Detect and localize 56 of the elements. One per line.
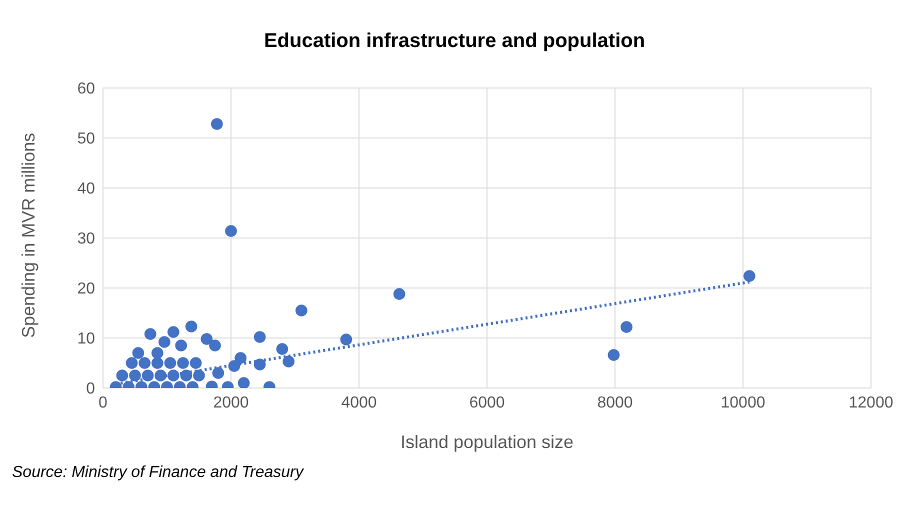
- point: [620, 321, 632, 333]
- point: [129, 370, 141, 382]
- y-tick-label: 20: [77, 280, 96, 298]
- point: [238, 377, 250, 388]
- point: [743, 270, 756, 282]
- point: [185, 320, 198, 332]
- point: [167, 370, 180, 382]
- point: [254, 358, 266, 370]
- source-note: Source: Ministry of Finance and Treasury: [11, 464, 305, 482]
- point: [225, 225, 237, 237]
- point: [608, 349, 620, 361]
- x-tick-label: 4000: [341, 394, 377, 412]
- x-tick-label: 2000: [213, 394, 249, 412]
- point: [116, 370, 128, 382]
- y-tick-label: 60: [77, 80, 96, 98]
- point: [209, 340, 221, 352]
- point: [142, 370, 154, 382]
- y-tick-label: 0: [86, 380, 96, 398]
- point: [228, 360, 240, 372]
- point: [177, 357, 189, 369]
- y-axis-title: Spending in MVR millions: [18, 132, 38, 338]
- point: [276, 343, 288, 355]
- point: [200, 333, 213, 345]
- x-tick-label: 0: [98, 394, 108, 412]
- x-tick-label: 10000: [720, 394, 766, 412]
- point: [234, 352, 247, 364]
- point: [138, 357, 151, 369]
- point: [340, 334, 352, 346]
- x-tick-label: 8000: [597, 394, 633, 412]
- x-tick-label: 6000: [469, 394, 505, 412]
- point: [193, 370, 205, 382]
- point: [254, 331, 266, 343]
- point: [144, 328, 156, 340]
- point: [151, 357, 164, 369]
- point: [164, 357, 176, 369]
- point: [211, 118, 223, 130]
- point: [180, 370, 192, 382]
- y-tick-label: 50: [77, 130, 96, 148]
- point: [282, 356, 295, 368]
- point: [158, 336, 170, 348]
- point: [151, 347, 164, 359]
- point: [167, 326, 180, 338]
- point: [132, 347, 144, 359]
- point: [190, 357, 202, 369]
- point: [126, 357, 138, 369]
- point: [154, 370, 167, 382]
- point: [295, 304, 308, 316]
- point: [393, 288, 406, 300]
- x-tick-label: 12000: [848, 394, 894, 412]
- point: [212, 367, 224, 379]
- y-tick-label: 30: [77, 230, 96, 248]
- point: [175, 340, 187, 352]
- x-axis-title: Island population size: [400, 432, 574, 452]
- y-tick-label: 10: [77, 330, 96, 348]
- chart-title: Education infrastructure and population: [262, 29, 646, 54]
- y-tick-label: 40: [77, 180, 96, 198]
